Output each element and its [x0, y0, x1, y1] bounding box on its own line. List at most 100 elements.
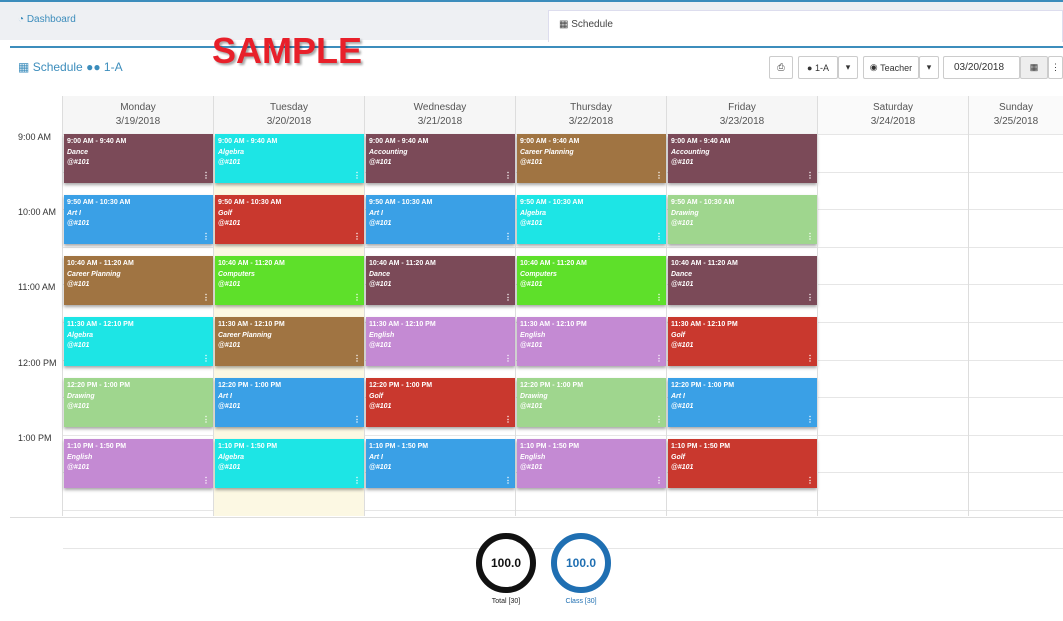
date-picker-button[interactable]: ▦: [1020, 56, 1048, 79]
event-course: Dance: [671, 270, 693, 278]
event-menu-icon[interactable]: ⋮: [806, 231, 814, 241]
event-room: @#101: [369, 403, 392, 410]
calendar-bottom-border: [10, 517, 1063, 518]
grid-line: [63, 510, 1063, 511]
event-course: Art I: [369, 209, 383, 217]
schedule-event[interactable]: 1:10 PM - 1:50 PM Golf @#101 ⋮: [668, 439, 817, 488]
event-menu-icon[interactable]: ⋮: [353, 231, 361, 241]
schedule-event[interactable]: 10:40 AM - 11:20 AM Dance @#101 ⋮: [366, 256, 515, 305]
class-select-button[interactable]: ● 1-A: [798, 56, 838, 79]
group-icon: ●●: [86, 59, 101, 74]
schedule-event[interactable]: 9:00 AM - 9:40 AM Algebra @#101 ⋮: [215, 134, 364, 183]
day-column-friday[interactable]: Friday 3/23/2018 9:00 AM - 9:40 AM Accounti…: [666, 96, 817, 516]
event-room: @#101: [520, 220, 543, 227]
event-menu-icon[interactable]: ⋮: [202, 475, 210, 485]
schedule-event[interactable]: 12:20 PM - 1:00 PM Drawing @#101 ⋮: [517, 378, 666, 427]
schedule-event[interactable]: 9:50 AM - 10:30 AM Algebra @#101 ⋮: [517, 195, 666, 244]
schedule-event[interactable]: 9:50 AM - 10:30 AM Art I @#101 ⋮: [64, 195, 213, 244]
event-menu-icon[interactable]: ⋮: [202, 414, 210, 424]
event-menu-icon[interactable]: ⋮: [353, 353, 361, 363]
event-menu-icon[interactable]: ⋮: [353, 414, 361, 424]
event-course: Art I: [67, 209, 81, 217]
schedule-event[interactable]: 11:30 AM - 12:10 PM English @#101 ⋮: [366, 317, 515, 366]
event-menu-icon[interactable]: ⋮: [655, 353, 663, 363]
event-menu-icon[interactable]: ⋮: [655, 292, 663, 302]
schedule-event[interactable]: 11:30 AM - 12:10 PM Algebra @#101 ⋮: [64, 317, 213, 366]
day-column-saturday[interactable]: Saturday 3/24/2018: [817, 96, 968, 516]
more-options-button[interactable]: ⋮: [1048, 56, 1063, 79]
event-menu-icon[interactable]: ⋮: [504, 475, 512, 485]
day-date: 3/23/2018: [719, 116, 765, 127]
class-dropdown-toggle[interactable]: ▾: [838, 56, 858, 79]
tab-dashboard[interactable]: ◔ Dashboard: [18, 14, 76, 25]
event-menu-icon[interactable]: ⋮: [806, 475, 814, 485]
event-menu-icon[interactable]: ⋮: [655, 170, 663, 180]
schedule-event[interactable]: 9:50 AM - 10:30 AM Art I @#101 ⋮: [366, 195, 515, 244]
day-column-tuesday[interactable]: Tuesday 3/20/2018 9:00 AM - 9:40 AM Algebra…: [213, 96, 364, 516]
event-menu-icon[interactable]: ⋮: [202, 292, 210, 302]
day-column-sunday[interactable]: Sunday 3/25/2018: [968, 96, 1063, 516]
schedule-event[interactable]: 9:50 AM - 10:30 AM Golf @#101 ⋮: [215, 195, 364, 244]
event-menu-icon[interactable]: ⋮: [353, 170, 361, 180]
day-column-wednesday[interactable]: Wednesday 3/21/2018 9:00 AM - 9:40 AM Accou…: [364, 96, 515, 516]
schedule-event[interactable]: 1:10 PM - 1:50 PM English @#101 ⋮: [64, 439, 213, 488]
schedule-event[interactable]: 9:00 AM - 9:40 AM Accounting @#101 ⋮: [668, 134, 817, 183]
day-column-monday[interactable]: Monday 3/19/2018 9:00 AM - 9:40 AM Dance @#1…: [62, 96, 213, 516]
event-time: 12:20 PM - 1:00 PM: [369, 382, 433, 389]
event-menu-icon[interactable]: ⋮: [504, 231, 512, 241]
schedule-event[interactable]: 10:40 AM - 11:20 AM Dance @#101 ⋮: [668, 256, 817, 305]
day-name: Sunday: [999, 102, 1033, 113]
tab-schedule[interactable]: ▦ Schedule: [548, 10, 1063, 42]
event-menu-icon[interactable]: ⋮: [353, 292, 361, 302]
event-room: @#101: [520, 281, 543, 288]
event-menu-icon[interactable]: ⋮: [353, 475, 361, 485]
event-time: 1:10 PM - 1:50 PM: [369, 443, 429, 450]
schedule-event[interactable]: 12:20 PM - 1:00 PM Golf @#101 ⋮: [366, 378, 515, 427]
schedule-event[interactable]: 12:20 PM - 1:00 PM Drawing @#101 ⋮: [64, 378, 213, 427]
event-time: 1:10 PM - 1:50 PM: [671, 443, 731, 450]
event-time: 10:40 AM - 11:20 AM: [369, 260, 436, 267]
schedule-event[interactable]: 10:40 AM - 11:20 AM Computers @#101 ⋮: [215, 256, 364, 305]
event-course: English: [369, 331, 395, 339]
schedule-event[interactable]: 1:10 PM - 1:50 PM Algebra @#101 ⋮: [215, 439, 364, 488]
event-menu-icon[interactable]: ⋮: [504, 170, 512, 180]
event-menu-icon[interactable]: ⋮: [655, 414, 663, 424]
event-menu-icon[interactable]: ⋮: [655, 231, 663, 241]
schedule-event[interactable]: 9:00 AM - 9:40 AM Career Planning @#101 ⋮: [517, 134, 666, 183]
date-input[interactable]: 03/20/2018: [943, 56, 1020, 79]
day-column-thursday[interactable]: Thursday 3/22/2018 9:00 AM - 9:40 AM Career…: [515, 96, 666, 516]
event-menu-icon[interactable]: ⋮: [202, 353, 210, 363]
event-menu-icon[interactable]: ⋮: [655, 475, 663, 485]
event-menu-icon[interactable]: ⋮: [806, 353, 814, 363]
event-time: 1:10 PM - 1:50 PM: [67, 443, 127, 450]
schedule-event[interactable]: 9:00 AM - 9:40 AM Accounting @#101 ⋮: [366, 134, 515, 183]
schedule-event[interactable]: 1:10 PM - 1:50 PM Art I @#101 ⋮: [366, 439, 515, 488]
event-menu-icon[interactable]: ⋮: [504, 292, 512, 302]
event-time: 11:30 AM - 12:10 PM: [671, 321, 738, 328]
schedule-event[interactable]: 12:20 PM - 1:00 PM Art I @#101 ⋮: [215, 378, 364, 427]
event-menu-icon[interactable]: ⋮: [202, 231, 210, 241]
event-room: @#101: [67, 342, 90, 349]
event-menu-icon[interactable]: ⋮: [504, 353, 512, 363]
event-menu-icon[interactable]: ⋮: [504, 414, 512, 424]
schedule-event[interactable]: 11:30 AM - 12:10 PM English @#101 ⋮: [517, 317, 666, 366]
print-button[interactable]: ⎙: [769, 56, 793, 79]
event-menu-icon[interactable]: ⋮: [806, 292, 814, 302]
teacher-dropdown-toggle[interactable]: ▾: [919, 56, 939, 79]
schedule-event[interactable]: 9:00 AM - 9:40 AM Dance @#101 ⋮: [64, 134, 213, 183]
schedule-event[interactable]: 1:10 PM - 1:50 PM English @#101 ⋮: [517, 439, 666, 488]
schedule-event[interactable]: 11:30 AM - 12:10 PM Golf @#101 ⋮: [668, 317, 817, 366]
teacher-select-button[interactable]: ◉ Teacher: [863, 56, 919, 79]
schedule-event[interactable]: 12:20 PM - 1:00 PM Art I @#101 ⋮: [668, 378, 817, 427]
event-menu-icon[interactable]: ⋮: [806, 170, 814, 180]
schedule-event[interactable]: 11:30 AM - 12:10 PM Career Planning @#101 ⋮: [215, 317, 364, 366]
event-menu-icon[interactable]: ⋮: [202, 170, 210, 180]
class-gauge[interactable]: 100.0: [551, 533, 611, 593]
class-gauge-label[interactable]: Class [30]: [565, 598, 597, 605]
schedule-event[interactable]: 9:50 AM - 10:30 AM Drawing @#101 ⋮: [668, 195, 817, 244]
time-label: 1:00 PM: [18, 432, 52, 443]
event-menu-icon[interactable]: ⋮: [806, 414, 814, 424]
schedule-event[interactable]: 10:40 AM - 11:20 AM Career Planning @#101 ⋮: [64, 256, 213, 305]
event-room: @#101: [218, 220, 241, 227]
schedule-event[interactable]: 10:40 AM - 11:20 AM Computers @#101 ⋮: [517, 256, 666, 305]
